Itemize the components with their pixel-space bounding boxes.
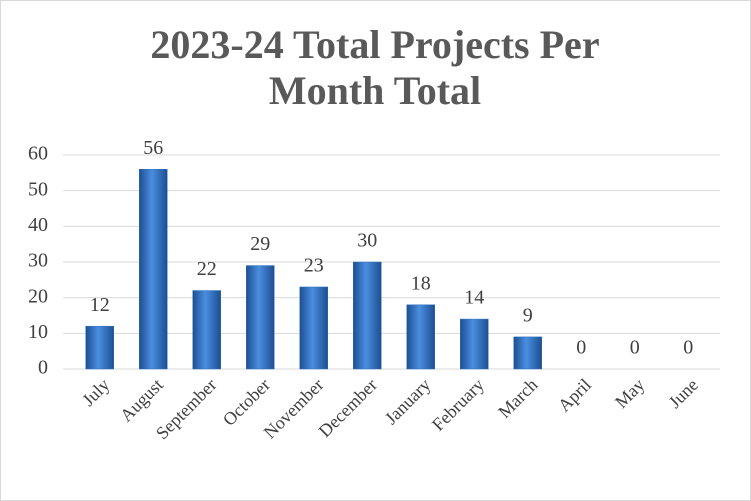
bar: [299, 286, 328, 370]
bar: [139, 169, 168, 370]
bar: [513, 336, 542, 370]
value-label: 14: [464, 287, 484, 309]
value-label: 0: [683, 337, 693, 359]
bar: [85, 325, 114, 370]
y-tick-label: 50: [28, 178, 48, 200]
bar: [192, 290, 221, 370]
value-label: 0: [576, 337, 586, 359]
value-label: 23: [304, 255, 324, 277]
y-tick-label: 20: [28, 285, 48, 307]
value-label: 18: [411, 272, 431, 294]
value-label: 22: [197, 258, 217, 280]
value-label: 30: [357, 230, 377, 252]
bar: [406, 304, 435, 370]
y-tick-label: 60: [28, 143, 48, 165]
value-label: 0: [630, 337, 640, 359]
bar: [460, 318, 489, 370]
value-label: 9: [523, 304, 533, 326]
value-label: 12: [90, 294, 110, 316]
y-tick-label: 0: [38, 357, 48, 379]
value-label: 56: [143, 137, 163, 159]
bar: [246, 265, 275, 370]
y-tick-label: 10: [28, 321, 48, 343]
y-tick-label: 30: [28, 250, 48, 272]
value-label: 29: [250, 233, 270, 255]
y-tick-label: 40: [28, 214, 48, 236]
chart-title: 2023-24 Total Projects Per Month Total: [150, 22, 600, 113]
bar: [353, 261, 382, 370]
